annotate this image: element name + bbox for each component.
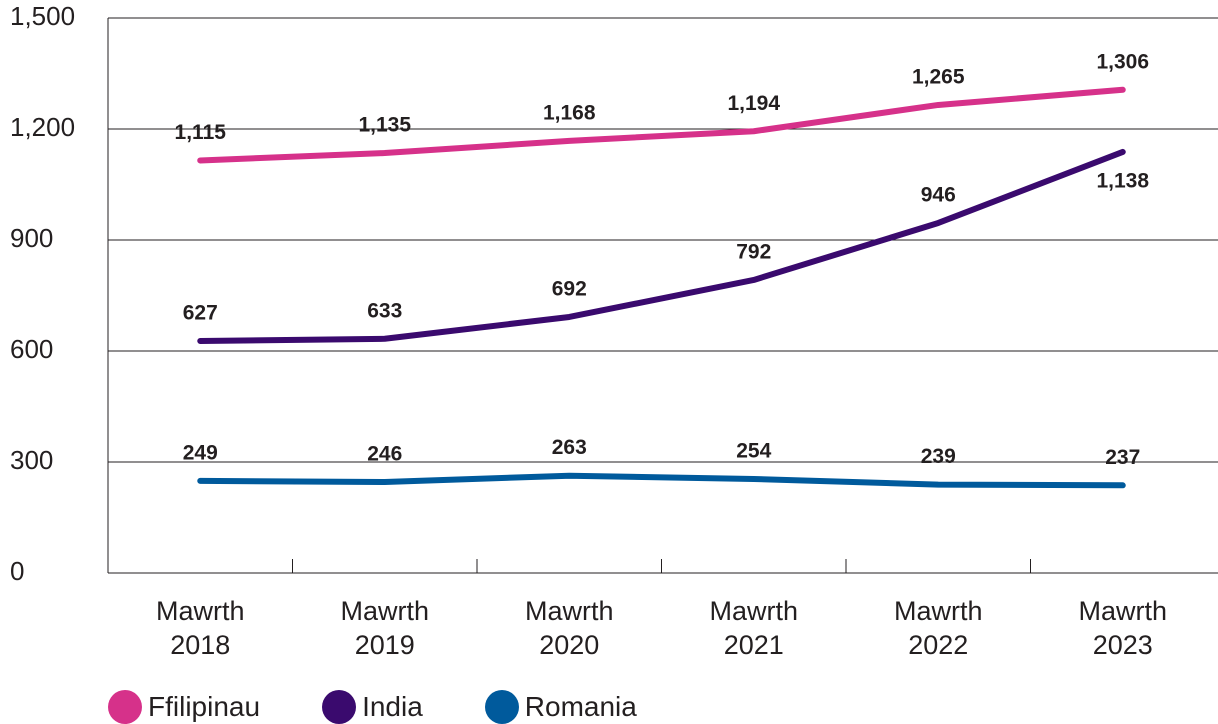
data-label: 237	[1105, 446, 1140, 469]
y-tick-label: 1,200	[10, 112, 75, 142]
x-tick-label: Mawrth 2020	[524, 596, 614, 660]
data-label: 627	[183, 302, 218, 325]
data-label: 1,194	[727, 92, 780, 115]
legend-label: Romania	[524, 691, 637, 722]
y-tick-label: 600	[10, 334, 53, 364]
data-label: 792	[736, 241, 771, 264]
legend-item: Ffilipinau	[108, 690, 260, 724]
legend: Ffilipinau India Romania	[108, 690, 637, 724]
data-label: 249	[183, 441, 218, 464]
data-label: 246	[367, 443, 402, 466]
y-tick-label: 300	[10, 445, 53, 475]
legend-item: Romania	[484, 690, 637, 724]
legend-swatch	[322, 690, 357, 724]
legend-swatch	[484, 690, 519, 724]
x-tick-label: Mawrth 2022	[893, 596, 983, 660]
x-tick-label: Mawrth 2018	[155, 596, 245, 660]
y-tick-label: 0	[10, 556, 24, 586]
data-label: 1,306	[1096, 50, 1149, 73]
data-label: 263	[552, 436, 587, 459]
legend-label: Ffilipinau	[148, 691, 261, 722]
data-label: 633	[367, 299, 402, 322]
data-label: 1,138	[1096, 169, 1149, 192]
data-label: 946	[921, 184, 956, 207]
data-label: 1,168	[543, 101, 596, 124]
x-tick-label: Mawrth 2023	[1078, 596, 1167, 660]
x-tick-label: Mawrth 2019	[340, 596, 429, 660]
data-label: 1,135	[358, 114, 411, 137]
y-tick-label: 900	[10, 223, 53, 253]
y-tick-label: 1,500	[10, 1, 75, 31]
series-line	[197, 86, 1126, 164]
data-label: 1,115	[175, 121, 227, 144]
data-label: 1,265	[912, 65, 965, 88]
data-label: 239	[921, 445, 956, 468]
legend-swatch	[108, 690, 142, 724]
legend-label: India	[362, 691, 423, 722]
legend-item: India	[322, 690, 423, 724]
series-line	[197, 148, 1126, 345]
data-label: 254	[736, 440, 771, 463]
data-label: 692	[552, 278, 587, 301]
x-tick-label: Mawrth 2021	[709, 596, 798, 660]
series-line	[197, 472, 1126, 489]
